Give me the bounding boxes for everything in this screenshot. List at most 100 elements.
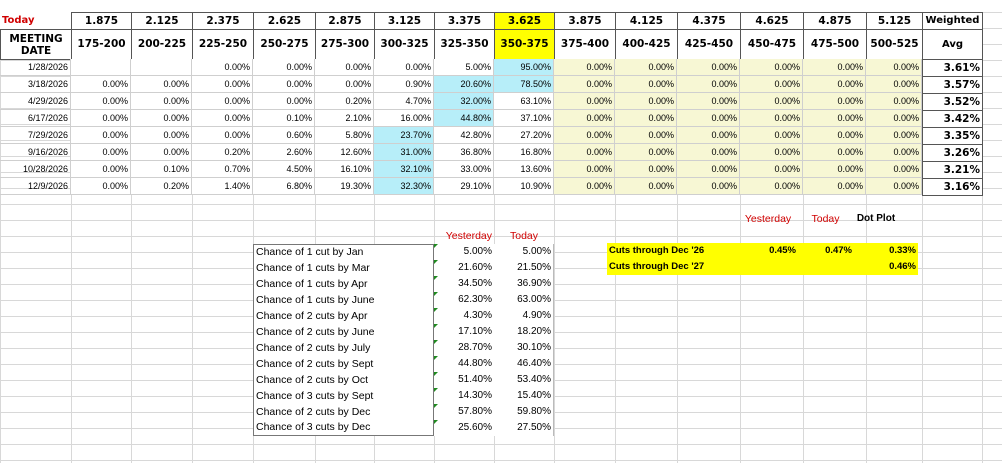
probability-cell[interactable]: 0.00% — [740, 178, 803, 195]
probability-cell[interactable]: 0.00% — [740, 59, 803, 76]
probability-cell[interactable]: 0.00% — [253, 59, 315, 76]
probability-cell[interactable]: 0.00% — [615, 161, 677, 178]
probability-cell[interactable]: 5.80% — [315, 127, 374, 144]
probability-cell[interactable]: 0.00% — [866, 127, 922, 144]
probability-cell[interactable]: 0.00% — [192, 76, 253, 93]
probability-cell[interactable]: 0.00% — [740, 161, 803, 178]
probability-cell[interactable]: 31.00% — [374, 144, 434, 161]
probability-cell[interactable]: 0.00% — [71, 178, 131, 195]
probability-cell[interactable]: 0.70% — [192, 161, 253, 178]
weighted-avg-cell[interactable]: 3.26% — [922, 144, 983, 162]
probability-cell[interactable]: 0.00% — [554, 127, 615, 144]
chance-today[interactable]: 27.50% — [494, 420, 554, 436]
chance-yesterday[interactable]: 51.40% — [434, 372, 494, 388]
probability-cell[interactable]: 0.00% — [803, 76, 866, 93]
probability-cell[interactable]: 0.00% — [554, 161, 615, 178]
chance-today[interactable]: 15.40% — [494, 388, 554, 404]
probability-cell[interactable]: 0.00% — [677, 127, 740, 144]
chance-yesterday[interactable]: 44.80% — [434, 356, 494, 372]
probability-cell[interactable]: 0.00% — [677, 76, 740, 93]
probability-cell[interactable]: 0.00% — [740, 93, 803, 110]
probability-cell[interactable]: 0.00% — [71, 93, 131, 110]
probability-cell[interactable]: 0.00% — [253, 93, 315, 110]
chance-today[interactable]: 5.00% — [494, 244, 554, 260]
probability-cell[interactable]: 63.10% — [494, 93, 554, 110]
probability-cell[interactable]: 0.00% — [677, 161, 740, 178]
probability-cell[interactable]: 44.80% — [434, 110, 494, 127]
probability-cell[interactable]: 0.00% — [131, 127, 192, 144]
probability-cell[interactable]: 0.20% — [315, 93, 374, 110]
probability-cell[interactable]: 33.00% — [434, 161, 494, 178]
probability-cell[interactable]: 0.00% — [677, 144, 740, 161]
probability-cell[interactable]: 0.00% — [71, 144, 131, 161]
probability-cell[interactable]: 0.00% — [803, 161, 866, 178]
cuts-dotplot[interactable]: 0.33% — [854, 243, 918, 259]
probability-cell[interactable]: 0.00% — [615, 144, 677, 161]
probability-cell[interactable]: 5.00% — [434, 59, 494, 76]
weighted-avg-cell[interactable]: 3.52% — [922, 93, 983, 111]
probability-cell[interactable]: 0.00% — [866, 93, 922, 110]
probability-cell[interactable]: 0.00% — [866, 178, 922, 195]
weighted-avg-cell[interactable]: 3.57% — [922, 76, 983, 94]
probability-cell[interactable] — [71, 59, 131, 76]
chance-today[interactable]: 30.10% — [494, 340, 554, 356]
probability-cell[interactable]: 0.00% — [866, 161, 922, 178]
probability-cell[interactable]: 0.00% — [131, 110, 192, 127]
probability-cell[interactable] — [131, 59, 192, 76]
chance-yesterday[interactable]: 5.00% — [434, 244, 494, 260]
probability-cell[interactable]: 0.00% — [554, 76, 615, 93]
probability-cell[interactable]: 78.50% — [494, 76, 554, 93]
probability-cell[interactable]: 0.00% — [803, 178, 866, 195]
probability-cell[interactable]: 20.60% — [434, 76, 494, 93]
probability-cell[interactable]: 0.00% — [71, 110, 131, 127]
meeting-date-cell[interactable]: 3/18/2026 — [0, 76, 71, 93]
cuts-yesterday[interactable]: 0.45% — [736, 243, 798, 259]
probability-cell[interactable]: 0.00% — [131, 144, 192, 161]
probability-cell[interactable]: 0.00% — [677, 93, 740, 110]
probability-cell[interactable]: 23.70% — [374, 127, 434, 144]
probability-cell[interactable]: 0.00% — [554, 144, 615, 161]
weighted-avg-cell[interactable]: 3.16% — [922, 178, 983, 196]
chance-yesterday[interactable]: 28.70% — [434, 340, 494, 356]
cuts-dotplot[interactable]: 0.46% — [854, 259, 918, 275]
probability-cell[interactable]: 4.50% — [253, 161, 315, 178]
meeting-date-cell[interactable]: 1/28/2026 — [0, 59, 71, 76]
meeting-date-cell[interactable]: 7/29/2026 — [0, 127, 71, 144]
cuts-yesterday[interactable] — [736, 259, 798, 275]
chance-yesterday[interactable]: 62.30% — [434, 292, 494, 308]
probability-cell[interactable]: 4.70% — [374, 93, 434, 110]
chance-today[interactable]: 53.40% — [494, 372, 554, 388]
probability-cell[interactable]: 16.10% — [315, 161, 374, 178]
probability-cell[interactable]: 0.00% — [803, 127, 866, 144]
probability-cell[interactable]: 0.00% — [71, 127, 131, 144]
probability-cell[interactable]: 0.00% — [374, 59, 434, 76]
probability-cell[interactable]: 0.00% — [71, 161, 131, 178]
probability-cell[interactable]: 0.00% — [803, 59, 866, 76]
probability-cell[interactable]: 0.00% — [253, 76, 315, 93]
probability-cell[interactable]: 0.20% — [192, 144, 253, 161]
probability-cell[interactable]: 0.00% — [554, 59, 615, 76]
probability-cell[interactable]: 13.60% — [494, 161, 554, 178]
probability-cell[interactable]: 0.60% — [253, 127, 315, 144]
probability-cell[interactable]: 0.00% — [615, 110, 677, 127]
cuts-today[interactable]: 0.47% — [798, 243, 854, 259]
probability-cell[interactable]: 0.00% — [192, 127, 253, 144]
chance-yesterday[interactable]: 21.60% — [434, 260, 494, 276]
probability-cell[interactable]: 36.80% — [434, 144, 494, 161]
probability-cell[interactable]: 2.60% — [253, 144, 315, 161]
weighted-avg-cell[interactable]: 3.21% — [922, 161, 983, 179]
probability-cell[interactable]: 0.00% — [192, 110, 253, 127]
probability-cell[interactable]: 1.40% — [192, 178, 253, 195]
probability-cell[interactable]: 12.60% — [315, 144, 374, 161]
probability-cell[interactable]: 0.00% — [615, 127, 677, 144]
probability-cell[interactable]: 0.00% — [740, 76, 803, 93]
meeting-date-cell[interactable]: 6/17/2026 — [0, 110, 71, 127]
chance-today[interactable]: 21.50% — [494, 260, 554, 276]
probability-cell[interactable]: 0.00% — [615, 178, 677, 195]
probability-cell[interactable]: 42.80% — [434, 127, 494, 144]
probability-cell[interactable]: 19.30% — [315, 178, 374, 195]
probability-cell[interactable]: 0.00% — [315, 76, 374, 93]
chance-today[interactable]: 59.80% — [494, 404, 554, 420]
probability-cell[interactable]: 0.00% — [615, 93, 677, 110]
meeting-date-cell[interactable]: 10/28/2026 — [0, 161, 71, 178]
